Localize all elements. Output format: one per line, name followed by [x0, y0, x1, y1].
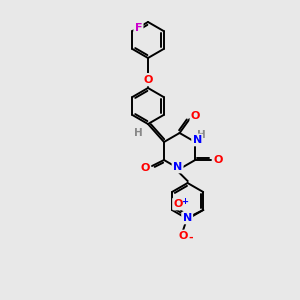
Text: N: N: [183, 213, 192, 223]
Text: N: N: [193, 135, 202, 145]
Text: -: -: [189, 233, 194, 243]
Text: O: O: [140, 163, 150, 173]
Text: H: H: [197, 130, 206, 140]
Text: O: O: [173, 199, 183, 209]
Text: +: +: [181, 197, 188, 206]
Text: O: O: [143, 75, 153, 85]
Text: H: H: [134, 128, 142, 138]
Text: O: O: [191, 111, 200, 121]
Text: N: N: [173, 162, 182, 172]
Text: O: O: [178, 231, 188, 241]
Text: O: O: [214, 155, 223, 165]
Text: F: F: [135, 23, 142, 33]
